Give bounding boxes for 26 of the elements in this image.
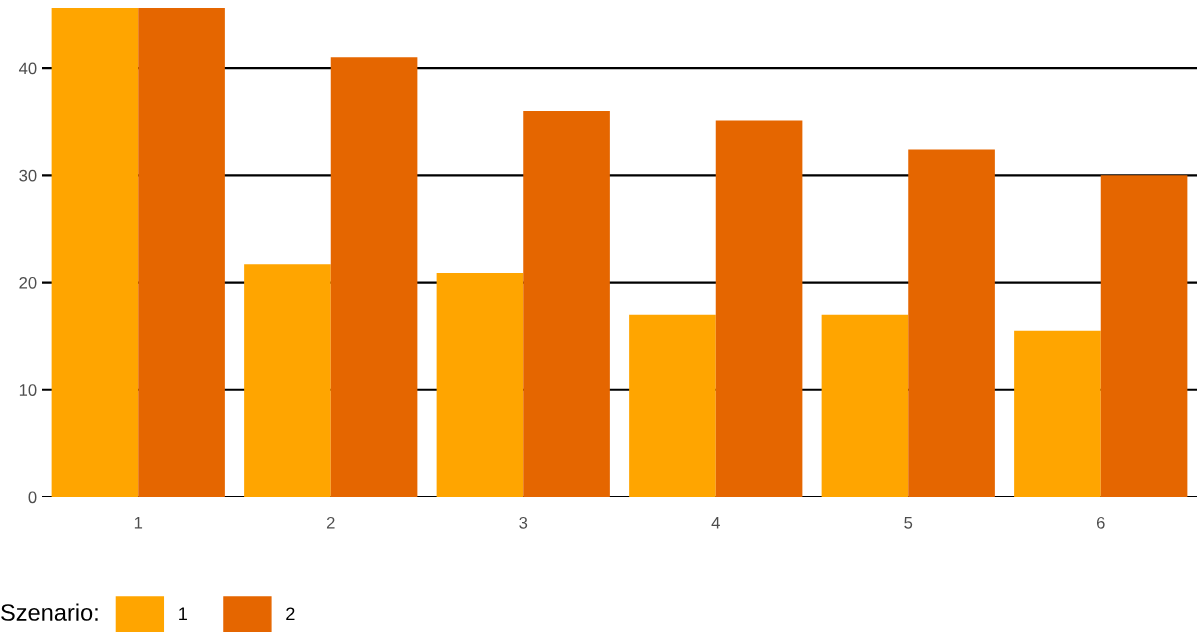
bar	[629, 314, 716, 497]
x-tick-label: 4	[711, 517, 720, 529]
x-tick-label: 1	[134, 517, 143, 529]
y-tick-label: 40	[18, 62, 37, 75]
bar	[138, 8, 225, 497]
bar	[1014, 330, 1101, 497]
x-tick-label: 2	[326, 516, 335, 529]
y-tick-label: 30	[19, 169, 37, 182]
x-tick-label: 5	[904, 517, 913, 529]
bar	[523, 110, 610, 497]
bar	[330, 57, 418, 497]
x-tick-label: 3	[519, 516, 528, 529]
legend-title: Szenario:	[1, 603, 98, 621]
y-tick-label: 20	[19, 276, 37, 289]
bar	[436, 272, 524, 497]
legend-label: 1	[179, 607, 187, 620]
bar	[821, 314, 909, 497]
x-tick-label: 6	[1096, 516, 1105, 529]
bar	[715, 120, 803, 497]
bar	[1100, 175, 1188, 497]
bar	[908, 149, 995, 497]
y-tick-label: 0	[28, 491, 37, 504]
y-tick-label: 10	[19, 384, 37, 396]
bar	[51, 8, 139, 497]
bar	[244, 264, 331, 497]
legend-label: 2	[286, 607, 295, 620]
